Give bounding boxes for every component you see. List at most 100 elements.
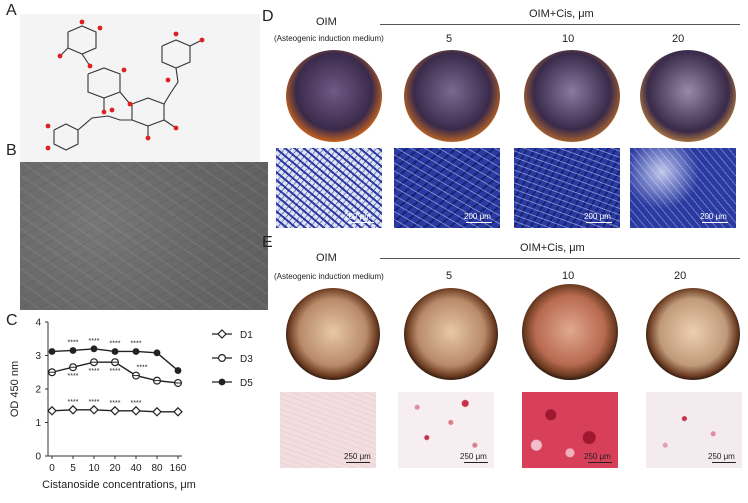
d-micro-10: 200 μm [514, 148, 620, 228]
oxygen-atom [101, 109, 107, 115]
data-point-D1 [173, 406, 183, 417]
e-micro-20: 250 μm [646, 392, 742, 468]
significance-label: **** [131, 400, 142, 407]
data-point-D5 [90, 345, 98, 353]
oxygen-atom [45, 123, 51, 129]
x-tick-label: 0 [49, 463, 55, 474]
e-control-label: OIM [316, 252, 337, 264]
e-group-line [380, 258, 740, 259]
panel-c-letter: C [6, 312, 18, 329]
e-micro-oim: 250 μm [280, 392, 376, 468]
oxygen-atom [87, 63, 93, 69]
e-group-label: OIM+Cis, μm [520, 242, 585, 254]
d-scalebar-5 [466, 222, 492, 223]
x-tick-label: 5 [70, 463, 76, 474]
data-point-D5 [111, 348, 119, 355]
molecule-structure [20, 14, 260, 164]
e-dose-20: 20 [674, 270, 687, 282]
data-point-D1 [131, 405, 141, 416]
e-dish-oim [286, 288, 380, 380]
legend-label-D3: D3 [240, 354, 253, 365]
oxygen-atom [145, 135, 151, 141]
e-dish-5 [404, 288, 498, 380]
d-dish-10 [524, 50, 620, 142]
e-scale-label-oim: 250 μm [344, 452, 371, 461]
significance-label: **** [68, 373, 79, 380]
d-control-sublabel: (Asteogenic induction medium) [274, 34, 384, 43]
d-scalebar-20 [702, 222, 728, 223]
x-tick-label: 160 [170, 463, 187, 474]
y-tick-label: 3 [35, 351, 41, 362]
d-micro-20: 200 μm [630, 148, 736, 228]
d-micro-oim: 200 μm [276, 148, 382, 228]
data-point-D1 [110, 405, 120, 416]
x-tick-label: 80 [151, 463, 163, 474]
e-micro-10: 250 μm [522, 392, 618, 468]
data-point-D5 [48, 348, 56, 355]
x-tick-label: 20 [109, 463, 121, 474]
e-micro-5: 250 μm [398, 392, 494, 468]
e-control-sublabel: (Asteogenic induction medium) [274, 272, 384, 281]
e-scale-label-20: 250 μm [708, 452, 735, 461]
e-scale-label-10: 250 μm [584, 452, 611, 461]
significance-label: **** [68, 339, 79, 346]
d-scalebar-10 [586, 222, 612, 223]
oxygen-atom [165, 77, 171, 83]
oxygen-atom [57, 53, 63, 59]
legend-label-D1: D1 [240, 330, 253, 341]
panel-e-letter: E [262, 234, 273, 251]
data-point-D5 [153, 349, 161, 357]
oxygen-atom [109, 107, 115, 113]
oxygen-atom [97, 25, 103, 31]
d-micro-5: 200 μm [394, 148, 500, 228]
legend-marker-D3 [218, 353, 227, 362]
significance-label: **** [110, 340, 121, 347]
e-scale-label-5: 250 μm [460, 452, 487, 461]
x-tick-label: 10 [88, 463, 100, 474]
significance-label: **** [89, 368, 100, 375]
oxygen-atom [173, 125, 179, 131]
data-point-D5 [69, 347, 77, 354]
e-scalebar-5 [464, 462, 488, 463]
e-dose-5: 5 [446, 270, 453, 282]
significance-label: **** [110, 400, 121, 407]
d-group-line [380, 24, 740, 25]
significance-label: **** [131, 340, 142, 347]
d-scale-label-oim: 200 μm [344, 212, 371, 221]
legend-marker-D1 [217, 329, 227, 339]
e-dish-10 [522, 284, 618, 380]
d-scalebar-oim [348, 222, 374, 223]
oxygen-atom [121, 67, 127, 73]
d-dish-oim [286, 50, 382, 142]
significance-label: **** [110, 368, 121, 375]
panel-a-letter: A [6, 2, 17, 19]
d-dose-5: 5 [446, 33, 453, 45]
e-scalebar-oim [346, 462, 370, 463]
d-dish-5 [404, 50, 500, 142]
oxygen-atom [45, 145, 51, 151]
legend-label-D5: D5 [240, 378, 253, 389]
data-point-D1 [89, 404, 99, 415]
significance-label: **** [89, 338, 100, 345]
oxygen-atom [127, 101, 133, 107]
significance-label: **** [68, 399, 79, 406]
significance-label: **** [89, 399, 100, 406]
legend-marker-D5 [218, 378, 226, 386]
x-tick-label: 40 [130, 463, 142, 474]
oxygen-atom [79, 19, 85, 25]
data-point-D1 [47, 405, 57, 416]
y-tick-label: 1 [35, 418, 41, 429]
cell-micrograph [20, 162, 268, 310]
d-control-label: OIM [316, 16, 337, 28]
d-dose-10: 10 [562, 33, 575, 45]
significance-label: **** [137, 365, 148, 372]
panel-b-letter: B [6, 142, 17, 159]
data-point-D1 [68, 404, 78, 415]
y-tick-label: 2 [35, 385, 41, 396]
x-axis-label: Cistanoside concentrations, μm [42, 479, 196, 491]
oxygen-atom [199, 37, 205, 43]
e-scalebar-20 [712, 462, 736, 463]
panel-d-letter: D [262, 8, 274, 25]
e-scalebar-10 [588, 462, 612, 463]
